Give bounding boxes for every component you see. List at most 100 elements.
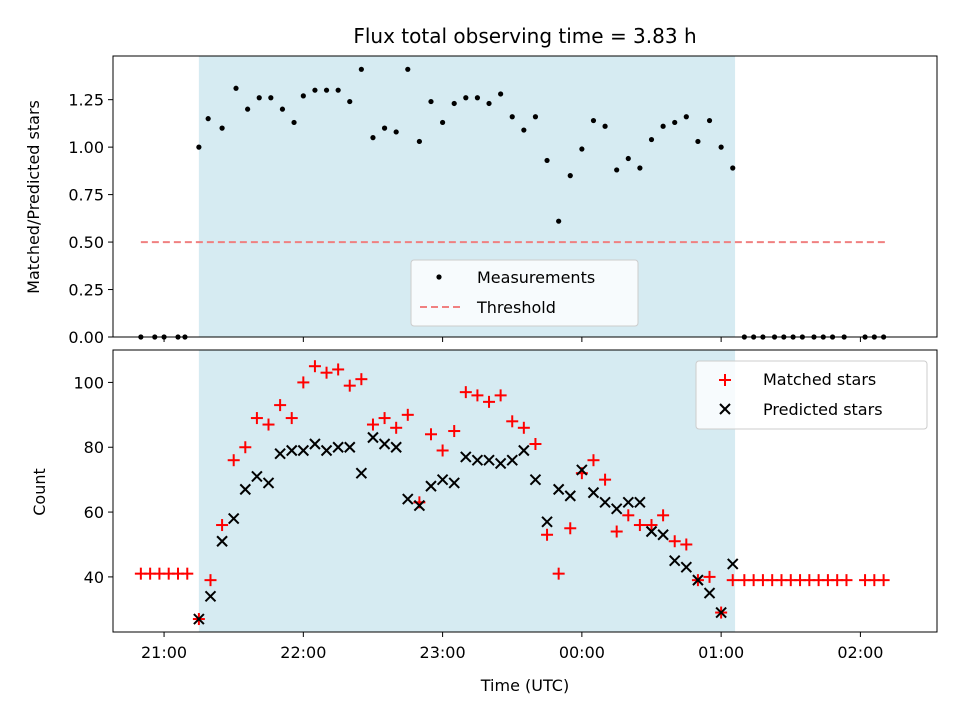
- predicted-stars-point: [367, 431, 379, 444]
- bottom-y-ticks: 40 60 80 100: [73, 373, 113, 587]
- matched-stars-point: [436, 444, 449, 457]
- predicted-stars-point: [645, 525, 658, 538]
- measurements-point: [590, 117, 597, 124]
- predicted-stars-point: [309, 438, 321, 450]
- measurements-point: [268, 95, 274, 101]
- measurements-point: [544, 157, 550, 164]
- bottom-observing-window: [198, 350, 736, 632]
- matched-stars-point: [250, 412, 263, 425]
- top-x-ticks: [163, 337, 861, 342]
- matched-stars-point: [680, 538, 693, 551]
- legend-marker-predicted-stars: [719, 403, 731, 415]
- legend-marker-matched-stars: [719, 374, 731, 386]
- x-tick-label: 21:00: [141, 643, 187, 662]
- matched-stars-point: [274, 399, 287, 412]
- predicted-stars-point: [239, 483, 252, 496]
- measurements-point: [245, 106, 251, 112]
- matched-stars-point: [308, 360, 321, 373]
- measurements-point: [579, 146, 585, 152]
- top-y-tick-label: 0.50: [68, 233, 104, 252]
- measurements-point: [637, 165, 643, 171]
- measurements-point: [695, 138, 701, 145]
- matched-stars-point: [599, 473, 612, 486]
- matched-stars-point: [541, 528, 554, 541]
- predicted-stars-point: [576, 464, 588, 476]
- predicted-stars-point: [610, 503, 623, 515]
- measurements-point: [730, 165, 736, 171]
- predicted-stars-point: [529, 473, 542, 486]
- bottom-axes-frame: [112, 349, 938, 633]
- measurements-point: [614, 167, 620, 173]
- legend-label-predicted-stars: Predicted stars: [763, 400, 883, 419]
- predicted-stars-point: [703, 587, 716, 599]
- bottom-plot-area: [134, 350, 890, 632]
- measurements-point: [233, 85, 239, 91]
- matched-stars-point: [332, 363, 345, 376]
- measurements-point: [567, 173, 573, 179]
- measurements-point: [381, 125, 388, 131]
- top-y-tick-label: 0.75: [68, 186, 104, 205]
- matched-stars-point: [181, 567, 194, 580]
- predicted-stars-point: [390, 441, 402, 453]
- top-legend: Measurements Threshold: [410, 259, 639, 327]
- matched-stars-point: [622, 509, 635, 522]
- top-y-tick-label: 0.00: [68, 328, 104, 347]
- measurements-point: [498, 91, 504, 97]
- matched-stars-point: [343, 379, 356, 392]
- top-panel: 0.00 0.25 0.50 0.75 1.00 1.25 Matched/Predict…: [24, 55, 938, 347]
- predicted-stars-point: [599, 496, 611, 509]
- bottom-x-axis-label: Time (UTC): [480, 676, 569, 695]
- measurements-point: [405, 66, 411, 72]
- matched-stars-point: [587, 454, 600, 467]
- bottom-panel: 21:00 22:00 23:00 00:00 01:00 02:00 40 60 80 100…: [30, 349, 938, 695]
- matched-stars-point: [517, 421, 530, 434]
- measurements-point: [451, 100, 457, 107]
- predicted-stars-point: [378, 438, 391, 450]
- top-axes-frame: [112, 55, 938, 338]
- measurements-point: [625, 155, 631, 162]
- predicted-stars-point: [262, 477, 275, 489]
- measurements-point: [416, 138, 422, 145]
- matched-stars-point: [668, 535, 681, 548]
- matched-stars-point: [378, 412, 391, 425]
- matched-stars-point: [459, 386, 472, 399]
- measurements-point: [393, 129, 399, 135]
- predicted-stars-point: [402, 493, 414, 505]
- matched-stars-point: [366, 418, 379, 431]
- predicted-stars-point: [286, 444, 298, 457]
- predicted-stars-point: [204, 590, 217, 603]
- legend-marker-measurements: [436, 274, 442, 280]
- predicted-stars-point: [193, 613, 205, 625]
- matched-stars-point: [390, 421, 403, 434]
- predicted-stars-point: [332, 441, 344, 453]
- predicted-stars-point: [483, 454, 495, 466]
- measurements-point: [648, 136, 655, 143]
- x-tick-label: 01:00: [698, 643, 744, 662]
- predicted-stars-point: [552, 483, 565, 496]
- top-y-ticks: 0.00 0.25 0.50 0.75 1.00 1.25: [68, 91, 113, 347]
- matched-stars-point: [610, 525, 623, 538]
- measurements-point: [358, 66, 364, 72]
- measurements-point: [196, 144, 202, 150]
- matched-stars-point: [285, 412, 298, 425]
- predicted-stars-point: [227, 512, 240, 525]
- matched-stars-point: [401, 408, 414, 421]
- measurements-point: [347, 98, 353, 105]
- predicted-stars-point: [715, 606, 727, 619]
- predicted-stars-point: [494, 457, 507, 470]
- predicted-stars-point: [622, 496, 634, 509]
- matched-stars-point: [239, 441, 252, 454]
- matched-stars-point: [483, 395, 496, 408]
- matched-stars-point: [494, 389, 507, 402]
- bottom-legend-box: [695, 360, 928, 430]
- predicted-stars-point: [448, 477, 460, 489]
- measurements-point: [521, 127, 527, 133]
- bottom-y-tick-label: 40: [84, 568, 104, 587]
- predicted-stars-point: [634, 496, 646, 509]
- bottom-y-tick-label: 100: [73, 373, 104, 392]
- measurements-point: [323, 87, 330, 93]
- predicted-stars-point: [436, 473, 449, 486]
- predicted-stars-point: [251, 470, 263, 483]
- measurements-point: [440, 119, 446, 126]
